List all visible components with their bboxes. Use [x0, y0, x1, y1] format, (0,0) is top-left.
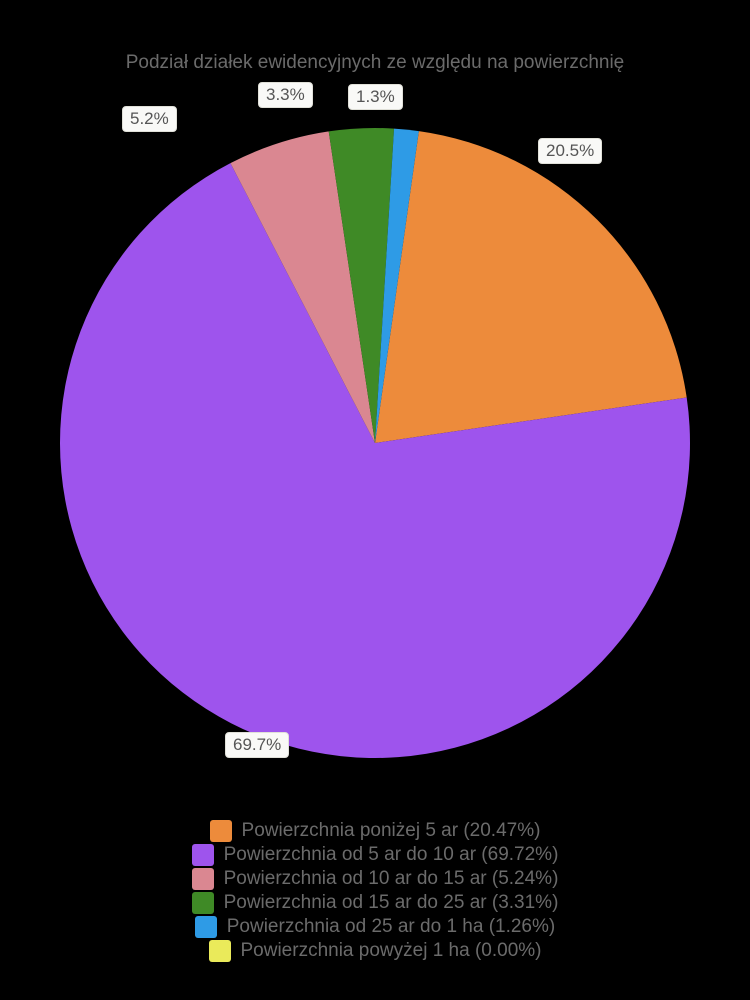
legend-swatch: [210, 820, 232, 842]
pie-chart-container: Podział działek ewidencyjnych ze względu…: [0, 0, 750, 1000]
legend-item: Powierzchnia powyżej 1 ha (0.00%): [209, 940, 542, 962]
legend-swatch: [209, 940, 231, 962]
legend-item: Powierzchnia od 5 ar do 10 ar (69.72%): [192, 844, 559, 866]
slice-pct-label: 69.7%: [225, 732, 289, 758]
legend-label: Powierzchnia od 10 ar do 15 ar (5.24%): [224, 868, 559, 890]
legend-swatch: [192, 868, 214, 890]
slice-pct-label: 3.3%: [258, 82, 313, 108]
legend-item: Powierzchnia od 15 ar do 25 ar (3.31%): [192, 892, 559, 914]
legend-item: Powierzchnia od 10 ar do 15 ar (5.24%): [192, 868, 559, 890]
legend-item: Powierzchnia od 25 ar do 1 ha (1.26%): [195, 916, 555, 938]
legend-label: Powierzchnia powyżej 1 ha (0.00%): [241, 940, 542, 962]
chart-title: Podział działek ewidencyjnych ze względu…: [0, 52, 750, 74]
legend-label: Powierzchnia od 5 ar do 10 ar (69.72%): [224, 844, 559, 866]
pie-slice: [375, 131, 687, 443]
slice-pct-label: 1.3%: [348, 84, 403, 110]
legend-swatch: [192, 844, 214, 866]
slice-pct-label: 20.5%: [538, 138, 602, 164]
legend-swatch: [192, 892, 214, 914]
legend-item: Powierzchnia poniżej 5 ar (20.47%): [210, 820, 541, 842]
slice-pct-label: 5.2%: [122, 106, 177, 132]
legend-swatch: [195, 916, 217, 938]
legend-label: Powierzchnia od 15 ar do 25 ar (3.31%): [224, 892, 559, 914]
legend-label: Powierzchnia od 25 ar do 1 ha (1.26%): [227, 916, 555, 938]
legend: Powierzchnia poniżej 5 ar (20.47%)Powier…: [0, 820, 750, 962]
legend-label: Powierzchnia poniżej 5 ar (20.47%): [242, 820, 541, 842]
pie-chart: [40, 88, 710, 798]
